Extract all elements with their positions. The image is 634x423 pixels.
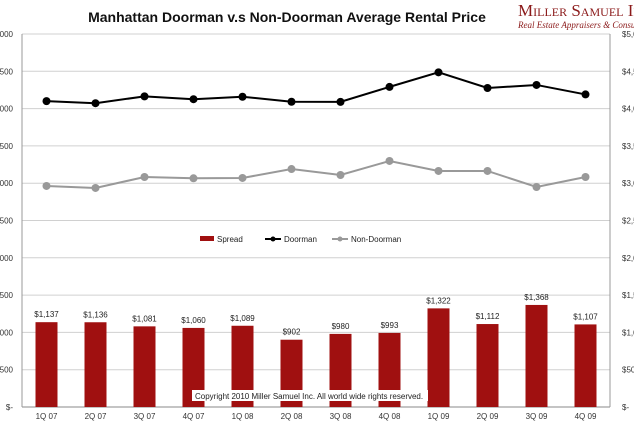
bar-spread [525,304,548,407]
x-tick-label: 1Q 08 [232,412,254,421]
right-tick-label: $- [622,403,629,412]
point-doorman [434,68,443,77]
legend-label: Doorman [284,235,317,244]
point-non-doorman [385,156,394,165]
copyright-annotation: Copyright 2010 Miller Samuel Inc. All wo… [195,392,423,401]
left-tick-label: $3,500 [0,142,14,151]
bar-spread [574,324,597,407]
bar-spread [35,322,58,407]
point-doorman [532,80,541,89]
point-non-doorman [287,165,296,174]
point-doorman [385,82,394,91]
bar-data-label: $1,368 [524,293,549,302]
line-doorman [46,71,586,105]
annotation-bg [192,390,428,401]
point-non-doorman [42,181,51,190]
right-tick-label: $4,000 [622,105,634,114]
x-tick-label: 3Q 07 [134,412,156,421]
right-tick-label: $2,500 [622,217,634,226]
bar-data-label: $1,112 [476,312,500,321]
bar-data-label: $1,089 [230,314,255,323]
bar-spread [133,326,156,407]
bar-data-label: $980 [332,322,350,331]
x-tick-label: 4Q 09 [575,412,597,421]
bar-data-label: $902 [283,328,301,337]
logo-name: Miller Samuel Inc. [518,1,634,20]
point-non-doorman [140,173,149,182]
left-tick-label: $- [6,403,13,412]
x-tick-label: 4Q 07 [183,412,205,421]
point-doorman [189,95,198,104]
x-tick-label: 2Q 09 [477,412,499,421]
point-doorman [483,84,492,93]
x-tick-label: 1Q 07 [36,412,58,421]
logo-tagline: Real Estate Appraisers & Consultants [518,20,634,30]
left-tick-label: $4,000 [0,105,14,114]
point-non-doorman [483,166,492,175]
bar-data-label: $1,081 [132,314,157,323]
bar-spread [378,332,401,407]
bar-data-label: $1,060 [181,316,206,325]
bar-data-label: $1,107 [573,312,598,321]
point-non-doorman [238,173,247,182]
bar-spread [476,324,499,407]
point-doorman [140,92,149,101]
x-tick-label: 2Q 07 [85,412,107,421]
legend-label: Non-Doorman [351,235,401,244]
bar-spread [182,327,205,407]
x-tick-label: 4Q 08 [379,412,401,421]
point-non-doorman [532,183,541,192]
left-tick-label: $2,000 [0,254,14,263]
left-tick-label: $1,000 [0,328,14,337]
bar-data-label: $1,136 [83,310,108,319]
legend-marker [337,236,343,242]
x-tick-label: 3Q 08 [330,412,352,421]
line-non-doorman [46,159,586,189]
right-tick-label: $3,000 [622,179,634,188]
point-non-doorman [91,183,100,192]
bar-spread [427,308,450,407]
bar-data-label: $993 [381,321,399,330]
x-tick-label: 3Q 09 [526,412,548,421]
x-tick-label: 2Q 08 [281,412,303,421]
right-tick-label: $500 [622,366,634,375]
left-tick-label: $500 [0,366,14,375]
legend-swatch-spread [200,236,214,241]
point-doorman [336,97,345,106]
right-tick-label: $2,000 [622,254,634,263]
bar-data-label: $1,322 [426,296,451,305]
right-tick-label: $1,500 [622,291,634,300]
right-tick-label: $3,500 [622,142,634,151]
point-doorman [287,97,296,106]
x-tick-label: 1Q 09 [428,412,450,421]
point-doorman [91,99,100,108]
legend-marker [270,236,276,242]
bar-spread [231,325,254,407]
left-tick-label: $3,000 [0,179,14,188]
right-tick-label: $5,000 [622,30,634,39]
point-doorman [42,97,51,106]
point-non-doorman [581,173,590,182]
bar-spread [84,322,107,407]
right-tick-label: $1,000 [622,328,634,337]
legend-label: Spread [217,235,243,244]
point-non-doorman [434,166,443,175]
point-doorman [238,92,247,101]
chart-title: Manhattan Doorman v.s Non-Doorman Averag… [88,9,486,25]
bar-spread [329,333,352,407]
left-tick-label: $4,500 [0,67,14,76]
point-doorman [581,90,590,99]
point-non-doorman [189,174,198,183]
left-tick-label: $1,500 [0,291,14,300]
bar-data-label: $1,137 [34,310,59,319]
left-tick-label: $2,500 [0,217,14,226]
point-non-doorman [336,170,345,179]
left-tick-label: $5,000 [0,30,14,39]
right-tick-label: $4,500 [622,67,634,76]
